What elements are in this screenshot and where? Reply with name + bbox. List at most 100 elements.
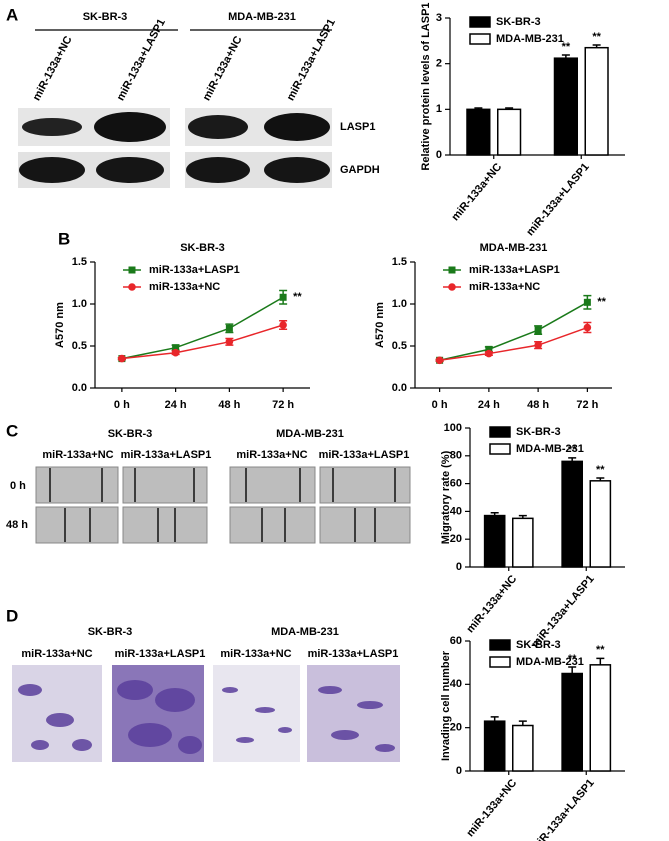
legend-label: miR-133a+LASP1 xyxy=(149,264,240,276)
y-tick-label: 2 xyxy=(436,58,442,70)
significance: ** xyxy=(568,444,577,456)
y-axis-label: Migratory rate (%) xyxy=(440,450,452,544)
x-tick-label: miR-133a+LASP1 xyxy=(524,161,592,238)
band-label: LASP1 xyxy=(340,121,375,133)
bar xyxy=(483,720,506,772)
lane-label: miR-133a+NC xyxy=(42,449,113,461)
legend-label: MDA-MB-231 xyxy=(496,33,564,45)
x-tick-label: 0 h xyxy=(432,399,448,411)
legend-swatch xyxy=(489,443,511,455)
band-label: GAPDH xyxy=(340,164,380,176)
point xyxy=(583,323,592,332)
group-label: SK-BR-3 xyxy=(88,626,133,638)
legend-label: miR-133a+NC xyxy=(149,281,220,293)
point xyxy=(171,348,180,357)
legend-marker xyxy=(128,266,136,274)
point xyxy=(225,324,233,332)
error-bar xyxy=(490,512,499,516)
y-tick-label: 60 xyxy=(450,635,462,647)
bar xyxy=(466,108,491,156)
error-bar xyxy=(561,54,570,59)
error-bar xyxy=(505,107,514,110)
point xyxy=(485,345,493,353)
bar xyxy=(512,517,534,568)
y-tick-label: 0.0 xyxy=(72,382,87,394)
y-tick-label: 100 xyxy=(444,422,462,434)
legend-label: MDA-MB-231 xyxy=(516,656,584,668)
y-tick-label: 0 xyxy=(456,765,462,777)
scratch-image xyxy=(35,466,411,544)
significance: ** xyxy=(592,31,601,43)
significance: ** xyxy=(596,464,605,476)
panel-label: D xyxy=(6,606,18,625)
bar xyxy=(497,108,522,156)
x-tick-label: 72 h xyxy=(576,399,598,411)
y-tick-label: 0.5 xyxy=(392,340,407,352)
bar xyxy=(584,46,609,156)
line xyxy=(439,301,588,362)
lane-label: miR-133a+NC xyxy=(201,34,245,103)
x-tick-label: 24 h xyxy=(478,399,500,411)
point xyxy=(534,341,542,349)
legend-label: miR-133a+NC xyxy=(469,281,540,293)
point xyxy=(172,344,180,352)
group-label: MDA-MB-231 xyxy=(228,11,296,23)
error-bar xyxy=(596,477,605,481)
line xyxy=(121,324,284,360)
time-label: 0 h xyxy=(10,480,26,492)
x-tick-label: miR-133a+NC xyxy=(464,573,519,635)
x-tick-label: miR-133a+LASP1 xyxy=(529,777,597,841)
y-tick-label: 1.5 xyxy=(72,256,87,268)
chart-title: SK-BR-3 xyxy=(180,242,225,254)
legend-marker xyxy=(448,283,456,291)
blot-image xyxy=(18,108,332,188)
y-axis-label: A570 nm xyxy=(54,302,66,348)
lane-label: miR-133a+NC xyxy=(21,648,92,660)
x-tick-label: 72 h xyxy=(272,399,294,411)
point xyxy=(583,298,591,306)
bar xyxy=(561,672,583,772)
group-label: MDA-MB-231 xyxy=(271,626,339,638)
error-bar xyxy=(568,457,577,462)
time-label: 48 h xyxy=(6,519,28,531)
line xyxy=(439,326,588,362)
y-tick-label: 80 xyxy=(450,450,462,462)
y-tick-label: 40 xyxy=(450,678,462,690)
bar xyxy=(561,460,583,568)
significance: ** xyxy=(562,41,571,53)
x-tick-label: 48 h xyxy=(218,399,240,411)
point xyxy=(279,293,287,301)
panel-label: C xyxy=(6,421,18,440)
y-tick-label: 1.0 xyxy=(392,298,407,310)
x-tick-label: miR-133a+NC xyxy=(449,161,504,223)
y-tick-label: 1.0 xyxy=(72,298,87,310)
y-tick-label: 0.0 xyxy=(392,382,407,394)
legend-swatch xyxy=(489,639,511,651)
panel-label: B xyxy=(58,229,70,248)
significance: ** xyxy=(596,644,605,656)
y-tick-label: 20 xyxy=(450,533,462,545)
legend-label: SK-BR-3 xyxy=(496,16,541,28)
bar xyxy=(553,57,578,156)
error-bar xyxy=(490,716,499,722)
y-axis-label: A570 nm xyxy=(374,302,386,348)
legend-swatch xyxy=(489,426,511,438)
y-tick-label: 40 xyxy=(450,505,462,517)
legend-swatch xyxy=(469,33,491,45)
legend-label: MDA-MB-231 xyxy=(516,443,584,455)
y-tick-label: 0 xyxy=(456,561,462,573)
error-bar xyxy=(568,666,577,674)
annotation: ** xyxy=(293,291,302,303)
lane-label: miR-133a+NC xyxy=(220,648,291,660)
bar xyxy=(589,664,612,772)
y-tick-label: 3 xyxy=(436,12,442,24)
point xyxy=(225,338,234,346)
error-bar xyxy=(592,44,601,48)
legend-swatch xyxy=(489,656,511,668)
lane-label: miR-133a+NC xyxy=(31,34,75,103)
point xyxy=(534,326,542,334)
y-tick-label: 20 xyxy=(450,722,462,734)
legend-label: miR-133a+LASP1 xyxy=(469,264,560,276)
error-bar xyxy=(518,720,527,726)
